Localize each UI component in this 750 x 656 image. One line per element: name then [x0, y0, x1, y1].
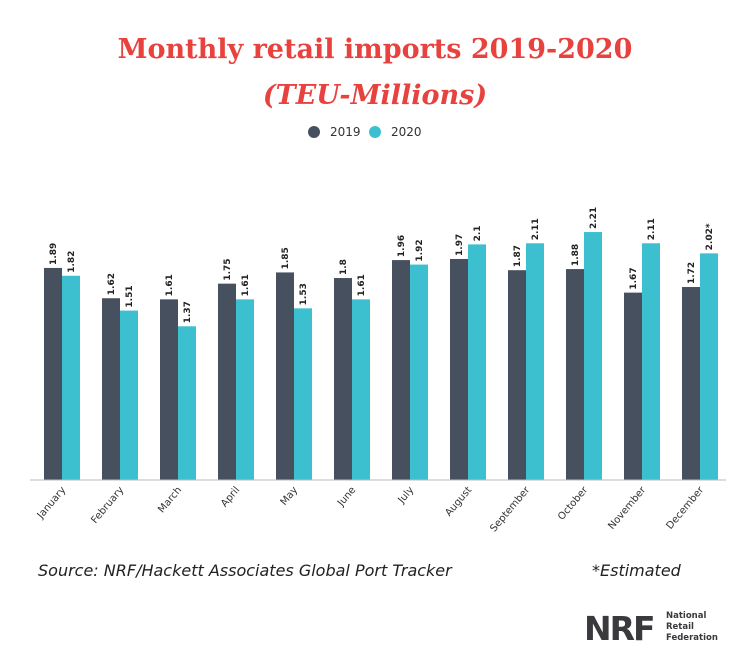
legend: 2019 2020	[308, 125, 422, 139]
estimated-note: *Estimated	[592, 561, 682, 580]
x-tick-label: December	[665, 484, 707, 531]
data-label: 1.97	[455, 234, 465, 256]
data-label: 1.87	[513, 245, 523, 267]
chart-subtitle: (TEU-Millions)	[263, 80, 487, 111]
bar-2019-november	[624, 292, 642, 480]
x-tick-label: February	[89, 485, 126, 526]
data-label: 1.61	[241, 274, 251, 296]
nrf-logo: NRF National Retail Federation	[584, 609, 718, 648]
bar-2019-june	[334, 278, 352, 480]
bar-2020-november	[642, 243, 660, 480]
data-label: 1.62	[107, 273, 117, 295]
bar-2020-july	[410, 264, 428, 480]
data-label: 2.11	[647, 218, 657, 240]
data-label: 1.88	[571, 244, 581, 266]
x-tick-label: January	[35, 485, 68, 522]
bar-2020-june	[352, 299, 370, 480]
x-tick-label: July	[396, 485, 417, 507]
bar-2020-december	[700, 253, 718, 480]
legend-label-2019: 2019	[330, 125, 361, 139]
data-label: 1.96	[397, 235, 407, 257]
data-label: 1.37	[183, 301, 193, 323]
x-tick-label: September	[488, 484, 533, 534]
logo-line-1: National	[666, 611, 706, 621]
legend-swatch-2019	[308, 126, 320, 138]
data-label: 1.92	[415, 239, 425, 261]
bars: 1.89 1.82 January 1.62 1.51 February 1.61 1.37 M…	[35, 207, 718, 534]
data-label: 1.85	[281, 247, 291, 269]
source-note: Source: NRF/Hackett Associates Global Po…	[38, 561, 453, 580]
logo-mark: NRF	[584, 609, 654, 648]
data-label: 1.72	[687, 262, 697, 284]
bar-2020-august	[468, 244, 486, 480]
data-label: 2.11	[531, 218, 541, 240]
x-tick-label: October	[556, 484, 591, 522]
data-label: 1.8	[339, 259, 349, 275]
bar-2019-january	[44, 267, 62, 480]
x-tick-label: March	[156, 485, 184, 515]
x-tick-label: August	[443, 485, 474, 519]
data-label: 1.61	[165, 274, 175, 296]
bar-2020-february	[120, 310, 138, 480]
bar-2019-may	[276, 272, 294, 480]
x-tick-label: May	[279, 485, 301, 508]
legend-label-2020: 2020	[391, 125, 422, 139]
x-tick-label: June	[335, 485, 358, 510]
data-label: 1.67	[629, 267, 639, 289]
chart-title: Monthly retail imports 2019-2020	[118, 34, 633, 65]
data-label: 2.21	[589, 207, 599, 229]
bar-2019-april	[218, 283, 236, 480]
data-label: 1.82	[67, 251, 77, 273]
x-tick-label: November	[606, 484, 648, 532]
bar-2019-october	[566, 269, 584, 480]
legend-swatch-2020	[369, 126, 381, 138]
bar-2019-july	[392, 260, 410, 480]
logo-line-2: Retail	[666, 622, 694, 632]
data-label: 1.51	[125, 285, 135, 307]
bar-2020-october	[584, 232, 602, 480]
data-label: 2.1	[473, 225, 483, 241]
bar-2019-september	[508, 270, 526, 480]
data-label: 1.61	[357, 274, 367, 296]
bar-2019-march	[160, 299, 178, 480]
data-label: 1.75	[223, 258, 233, 280]
bar-2020-may	[294, 308, 312, 480]
bar-2019-august	[450, 258, 468, 480]
data-label: 1.53	[299, 283, 309, 305]
bar-2020-april	[236, 299, 254, 480]
logo-line-3: Federation	[666, 633, 718, 643]
bar-2020-september	[526, 243, 544, 480]
bar-2019-december	[682, 287, 700, 480]
x-tick-label: April	[219, 485, 242, 510]
bar-2019-february	[102, 298, 120, 480]
bar-2020-january	[62, 275, 80, 480]
bar-2020-march	[178, 326, 196, 480]
data-label: 2.02*	[705, 223, 715, 250]
data-label: 1.89	[49, 243, 59, 265]
